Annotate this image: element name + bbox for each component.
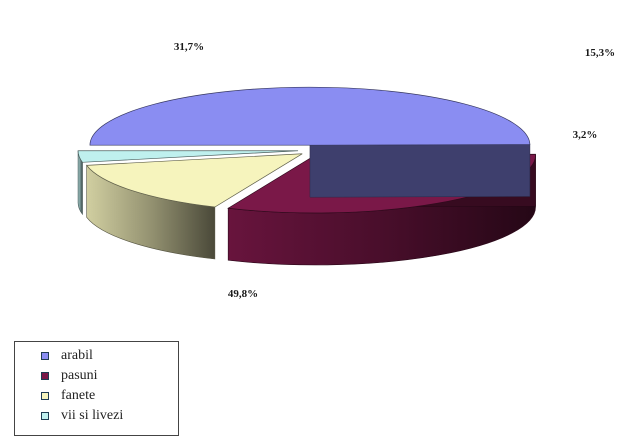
chart-legend: arabil pasuni fanete vii si livezi xyxy=(14,341,179,436)
data-label-pasuni: 31,7% xyxy=(174,41,204,53)
legend-item-fanete: fanete xyxy=(15,386,178,406)
legend-item-vii-si-livezi: vii si livezi xyxy=(15,406,178,426)
data-label-arabil: 49,8% xyxy=(228,288,258,300)
legend-swatch xyxy=(41,392,49,400)
data-label-fanete: 15,3% xyxy=(585,47,615,59)
legend-swatch xyxy=(41,372,49,380)
legend-item-arabil: arabil xyxy=(15,346,178,366)
legend-label: vii si livezi xyxy=(61,408,124,423)
pie-slice-fanete xyxy=(85,153,303,260)
slice-top xyxy=(85,153,303,208)
legend-label: pasuni xyxy=(61,368,98,383)
legend-label: fanete xyxy=(61,388,96,403)
data-label-vii-si-livezi: 3,2% xyxy=(573,129,598,141)
slice-cut-face xyxy=(309,144,531,198)
legend-swatch xyxy=(41,352,49,360)
slice-top xyxy=(77,150,299,163)
pie-slice-vii-si-livezi xyxy=(77,150,299,216)
legend-item-pasuni: pasuni xyxy=(15,366,178,386)
legend-label: arabil xyxy=(61,348,93,363)
slice-top xyxy=(89,86,531,146)
pie-slice-arabil xyxy=(89,86,531,198)
legend-swatch xyxy=(41,412,49,420)
